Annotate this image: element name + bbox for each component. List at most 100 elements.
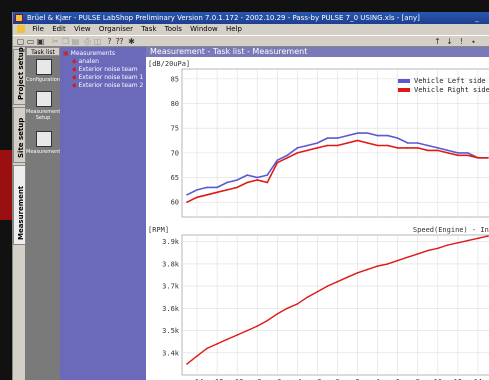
- print-icon[interactable]: ⎙: [84, 37, 91, 46]
- y-tick-label: 3.9k: [162, 238, 180, 246]
- y-tick-label: 3.8k: [162, 260, 180, 268]
- tree-item[interactable]: ◆ analen: [72, 58, 99, 65]
- measurement-icon[interactable]: [36, 131, 52, 147]
- tree-item[interactable]: ◆ Exterior noise team 2: [72, 82, 143, 89]
- data-point: [316, 142, 319, 144]
- arrow-up-icon[interactable]: ↑: [434, 37, 441, 46]
- data-point: [236, 179, 238, 181]
- data-point: [356, 139, 359, 142]
- tool-icon[interactable]: ✱: [128, 37, 135, 46]
- data-point: [346, 134, 349, 137]
- y-axis-label: [dB/20uPa]: [148, 60, 190, 68]
- menu-window[interactable]: Window: [190, 25, 218, 33]
- data-point: [226, 181, 228, 184]
- record-icon[interactable]: ⬩: [472, 37, 475, 46]
- help-icon[interactable]: ?: [107, 37, 112, 46]
- data-point: [477, 237, 479, 240]
- data-point: [306, 144, 309, 147]
- context-help-icon[interactable]: ⁇: [115, 37, 124, 46]
- data-point: [286, 307, 289, 310]
- data-point: [457, 154, 459, 157]
- menu-edit[interactable]: Edit: [52, 25, 66, 33]
- tab-project-setup[interactable]: Project setup: [13, 47, 26, 105]
- preview-icon[interactable]: ◫: [93, 37, 102, 46]
- tree-item[interactable]: ◆ Exterior noise team: [72, 66, 138, 73]
- arrow-down-icon[interactable]: ↓: [446, 37, 453, 46]
- data-point: [236, 186, 238, 189]
- menu-organiser[interactable]: Organiser: [98, 25, 134, 33]
- data-point: [386, 144, 389, 147]
- legend-entry: Vehicle Right side: [414, 86, 489, 94]
- tab-site-setup[interactable]: Site setup: [13, 107, 26, 163]
- cut-icon[interactable]: ✂: [52, 37, 59, 46]
- data-point: [276, 161, 279, 164]
- measurement-label: Measurement: [26, 149, 61, 155]
- save-icon[interactable]: ▣: [36, 37, 45, 46]
- title-bar[interactable]: Brüel & Kjær - PULSE LabShop Preliminary…: [13, 12, 489, 24]
- paste-icon[interactable]: ▤: [71, 37, 80, 46]
- data-point: [316, 147, 319, 149]
- measurement-setup-icon[interactable]: [36, 91, 52, 107]
- data-point: [416, 142, 419, 144]
- data-point: [406, 256, 409, 259]
- menu-file[interactable]: File: [32, 25, 44, 33]
- data-point: [196, 189, 198, 191]
- x-tick-label: 14: [474, 378, 482, 380]
- data-point: [336, 144, 339, 147]
- open-folder-icon[interactable]: ▭: [26, 37, 35, 46]
- data-point: [226, 189, 228, 191]
- tree-item-label: Exterior noise team 1: [78, 74, 144, 81]
- data-point: [356, 271, 359, 274]
- x-tick-label: -4: [293, 378, 301, 380]
- chart-area: 60 65 70 75 80 85 [dB/20uPa] Vehicle Left side V…: [146, 57, 489, 380]
- data-point: [376, 134, 379, 137]
- menu-view[interactable]: View: [73, 25, 91, 33]
- data-point: [326, 137, 329, 139]
- menu-tools[interactable]: Tools: [164, 25, 182, 33]
- data-point: [366, 268, 369, 271]
- menu-help[interactable]: Help: [225, 25, 242, 33]
- document-icon[interactable]: [17, 25, 25, 33]
- data-point: [366, 132, 369, 134]
- y-tick-label: 60: [171, 199, 179, 207]
- data-point: [276, 159, 279, 162]
- step-icon[interactable]: !: [459, 37, 464, 46]
- copy-icon[interactable]: ❐: [61, 37, 70, 46]
- minimize-icon[interactable]: _: [475, 13, 479, 22]
- new-file-icon[interactable]: ▢: [16, 37, 25, 46]
- data-point: [216, 186, 218, 189]
- tree-item[interactable]: ◆ Exterior noise team 1: [72, 74, 143, 81]
- x-tick-label: 12: [454, 378, 462, 380]
- data-point: [487, 235, 489, 237]
- task-list-header[interactable]: Task list: [26, 47, 60, 56]
- data-point: [196, 196, 198, 199]
- data-point: [186, 201, 188, 203]
- folder-icon: ▣: [63, 50, 69, 57]
- tree-root[interactable]: ▣ Measurements: [63, 50, 115, 57]
- node-icon: ◆: [72, 66, 77, 73]
- data-point: [386, 134, 389, 137]
- data-point: [326, 144, 329, 147]
- x-tick-label: 10: [434, 378, 442, 380]
- tree-root-label: Measurements: [70, 50, 115, 57]
- data-point: [256, 325, 259, 327]
- data-point: [396, 259, 399, 262]
- data-point: [376, 265, 379, 267]
- tab-measurement[interactable]: Measurement: [13, 165, 26, 245]
- bottom-plot-frame: [181, 234, 489, 376]
- data-point: [186, 194, 188, 196]
- data-point: [266, 319, 269, 322]
- data-point: [386, 263, 389, 265]
- configuration-icon[interactable]: [36, 59, 52, 75]
- node-icon: ◆: [72, 58, 77, 65]
- x-tick-label: -12: [211, 378, 224, 380]
- x-tick-label: 0: [335, 378, 339, 380]
- menu-task[interactable]: Task: [141, 25, 157, 33]
- data-point: [186, 363, 188, 365]
- data-point: [366, 142, 369, 144]
- data-point: [477, 157, 479, 159]
- tab-site-setup-label: Site setup: [17, 117, 25, 158]
- data-point: [487, 157, 489, 159]
- data-point: [206, 186, 208, 189]
- data-point: [266, 174, 269, 176]
